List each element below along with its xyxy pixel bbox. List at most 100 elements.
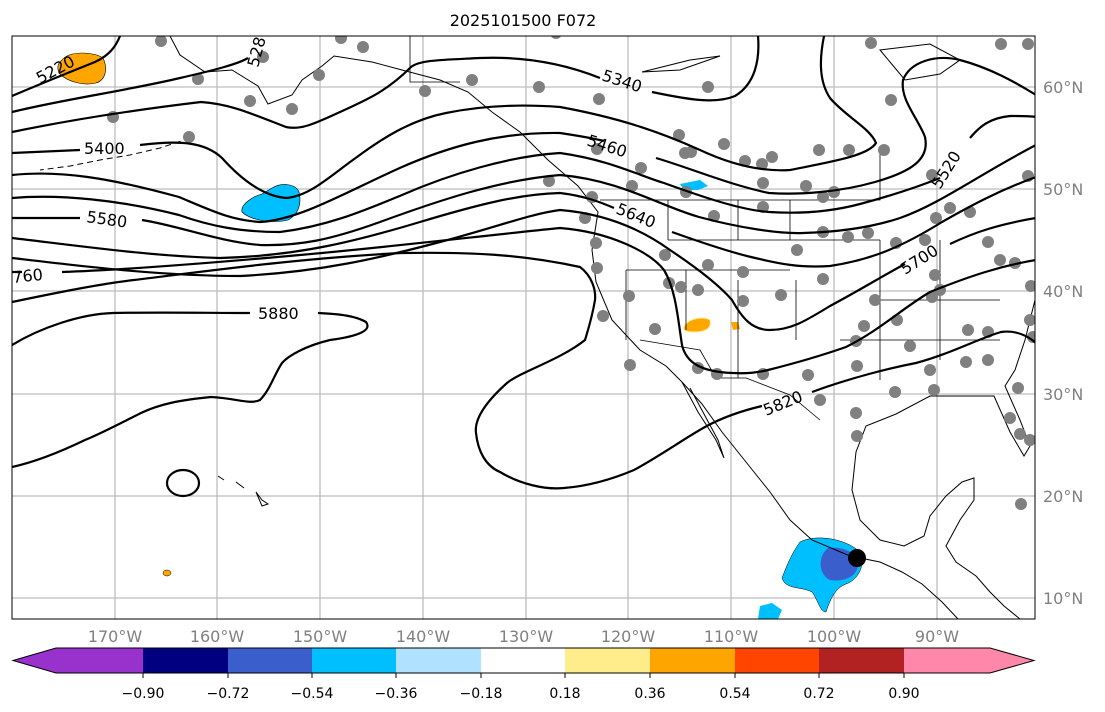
colorbar-segment — [143, 648, 228, 673]
station-markers — [107, 36, 1035, 510]
contour-5760 — [12, 226, 1035, 375]
colorbar-tick-label: −0.90 — [122, 686, 165, 702]
colorbar-segment — [735, 648, 819, 673]
lon-label: 150°W — [293, 627, 348, 646]
station-marker — [775, 289, 787, 301]
contour-5880-closed — [165, 468, 201, 498]
station-marker — [591, 262, 603, 274]
station-marker — [313, 69, 325, 81]
colorbar-tick-label: 0.90 — [888, 686, 919, 702]
contour-label-5760: 760 — [11, 265, 43, 287]
station-marker — [869, 294, 881, 306]
coastlines — [39, 36, 1035, 619]
station-marker — [624, 359, 636, 371]
contour-label-5340: 5340 — [600, 66, 645, 97]
colorbar-tick-label: −0.18 — [460, 686, 503, 702]
contour-label-5220: 5220 — [33, 52, 78, 88]
station-marker — [1024, 314, 1035, 326]
contour-5400 — [12, 36, 878, 200]
station-marker — [649, 323, 661, 335]
station-marker — [692, 284, 704, 296]
lon-label: 160°W — [190, 627, 245, 646]
station-marker — [817, 273, 829, 285]
station-marker — [635, 162, 647, 174]
station-marker — [1025, 280, 1035, 292]
contour-5580 — [12, 144, 1035, 247]
station-marker — [286, 103, 298, 115]
station-marker — [659, 249, 671, 261]
colorbar-segment — [904, 648, 1034, 673]
colorbar-tick-label: 0.36 — [634, 686, 665, 702]
station-marker — [982, 354, 994, 366]
station-marker — [756, 158, 768, 170]
storm-center-marker — [848, 549, 866, 567]
station-marker — [889, 386, 901, 398]
colorbar-outline — [11, 647, 1036, 674]
contour-label-5580: 5580 — [85, 207, 128, 231]
station-marker — [1012, 382, 1024, 394]
colorbar-tick-label: 0.54 — [719, 686, 750, 702]
colorbar-tick-label: 0.18 — [549, 686, 580, 702]
contour-label-5400: 5400 — [84, 139, 125, 158]
colorbar-segment — [650, 648, 735, 673]
lon-label: 140°W — [396, 627, 451, 646]
station-marker — [766, 151, 778, 163]
station-marker — [757, 177, 769, 189]
lat-label: 60°N — [1043, 78, 1083, 97]
contour-label-5880: 5880 — [258, 304, 299, 323]
station-marker — [597, 310, 609, 322]
colorbar-tick-label: −0.36 — [375, 686, 418, 702]
station-marker — [718, 138, 730, 150]
station-marker — [543, 175, 555, 187]
station-marker — [623, 290, 635, 302]
station-marker — [962, 324, 974, 336]
station-marker — [1004, 412, 1016, 424]
contour-5700 — [12, 208, 1035, 332]
station-marker — [891, 314, 903, 326]
station-marker — [919, 234, 931, 246]
station-marker — [1015, 498, 1027, 510]
station-marker — [843, 144, 855, 156]
latitude-labels: 60°N 50°N 40°N 30°N 20°N 10°N — [1043, 78, 1083, 608]
station-marker — [590, 237, 602, 249]
lon-label: 100°W — [807, 627, 862, 646]
contour-label-5280: 528 — [244, 35, 270, 69]
station-marker — [865, 37, 877, 49]
station-marker — [982, 236, 994, 248]
station-marker — [335, 36, 347, 44]
station-marker — [626, 180, 638, 192]
station-marker — [183, 131, 195, 143]
station-marker — [702, 259, 714, 271]
station-marker — [550, 36, 562, 39]
station-marker — [802, 369, 814, 381]
lon-label: 110°W — [704, 627, 759, 646]
contour-label-5640: 5640 — [614, 199, 659, 232]
lon-label: 130°W — [499, 627, 554, 646]
station-marker — [960, 356, 972, 368]
lat-label: 30°N — [1043, 385, 1083, 404]
graticule — [12, 36, 1035, 619]
lon-label: 170°W — [88, 627, 143, 646]
station-marker — [878, 144, 890, 156]
station-marker — [858, 320, 870, 332]
station-marker — [800, 180, 812, 192]
station-marker — [926, 169, 938, 181]
positive-anomaly-area — [683, 317, 711, 333]
colorbar-segment — [565, 648, 650, 673]
contour-5880 — [12, 311, 369, 469]
colorbar-segment — [312, 648, 396, 673]
station-marker — [739, 155, 751, 167]
station-marker — [737, 295, 749, 307]
station-marker — [926, 291, 938, 303]
station-marker — [679, 147, 691, 159]
positive-anomaly-area — [162, 569, 172, 577]
colorbar-segment — [396, 648, 481, 673]
station-marker — [924, 364, 936, 376]
anomaly-shading — [57, 52, 866, 619]
station-marker — [929, 269, 941, 281]
colorbar — [11, 647, 1036, 678]
contour-5640 — [12, 176, 1035, 268]
negative-anomaly-area — [241, 184, 301, 222]
station-marker — [851, 430, 863, 442]
